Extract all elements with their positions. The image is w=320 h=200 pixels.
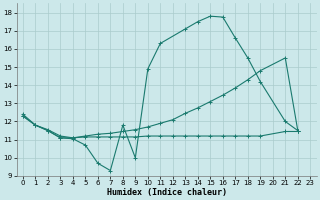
X-axis label: Humidex (Indice chaleur): Humidex (Indice chaleur) <box>107 188 227 197</box>
